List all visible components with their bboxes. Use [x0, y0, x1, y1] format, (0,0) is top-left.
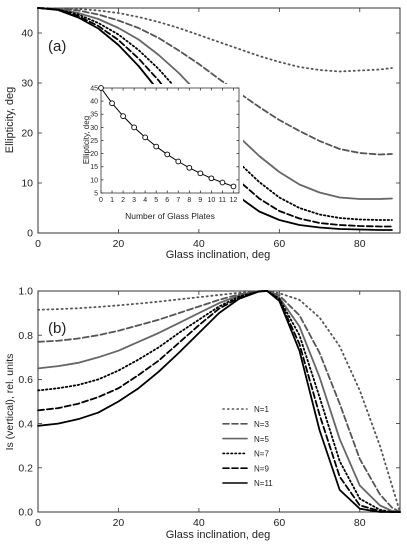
- a-series-line-1: [37, 7, 393, 73]
- b-x-tick-label: 0: [35, 517, 41, 529]
- b-x-tick-label: 40: [193, 517, 205, 529]
- a-series-line-2: [37, 7, 393, 156]
- b-legend-label-5: N=9: [254, 464, 269, 473]
- a-x-tick-label: 80: [354, 238, 366, 250]
- inset-point: [109, 100, 115, 107]
- inset-point: [197, 170, 204, 177]
- b-legend-label-6: N=11: [254, 479, 273, 488]
- inset-x-tick-label: 2: [121, 197, 125, 204]
- b-x-tick-label: 60: [273, 517, 285, 529]
- a-x-tick-label: 20: [113, 238, 125, 250]
- inset-point: [153, 143, 160, 150]
- inset-y-tick-label: 15: [90, 164, 98, 171]
- inset-point: [186, 164, 193, 171]
- inset-point: [175, 158, 182, 165]
- inset-y-tick-label: 25: [90, 138, 98, 145]
- b-series-line-6: [37, 290, 401, 513]
- inset-x-tick-label: 6: [165, 197, 169, 204]
- inset-x-tick-label: 3: [132, 197, 136, 204]
- a-y-tick-label: 40: [21, 28, 33, 40]
- b-panel-label: (b): [48, 320, 66, 337]
- inset-x-tick-label: 9: [198, 197, 202, 204]
- b-legend-label-3: N=5: [254, 435, 269, 444]
- a-y-tick-label: 30: [21, 78, 33, 90]
- b-series-line-5: [37, 290, 401, 513]
- b-series-line-1: [37, 290, 401, 513]
- inset-x-tick-label: 11: [219, 197, 226, 204]
- b-x-tick-label: 20: [113, 517, 125, 529]
- b-y-tick-label: 0.6: [18, 374, 33, 386]
- inset-x-tick-label: 1: [110, 197, 114, 204]
- b-y-axis-label: Is (vertical), rel. units: [4, 354, 16, 451]
- a-y-tick-label: 0: [27, 228, 33, 240]
- inset-x-tick-label: 4: [143, 197, 147, 204]
- inset-x-tick-label: 5: [154, 197, 158, 204]
- b-series-line-3: [37, 290, 401, 513]
- inset-point: [98, 85, 104, 91]
- b-series-line-2: [37, 290, 401, 513]
- a-x-axis-label: Glass inclination, deg: [166, 249, 271, 261]
- a-x-tick-label: 60: [273, 238, 285, 250]
- a-plot-frame: [37, 7, 401, 234]
- a-y-axis-label: Ellipticity, deg: [4, 87, 16, 153]
- a-x-tick-label: 0: [35, 238, 41, 250]
- b-legend-label-1: N=1: [254, 405, 269, 414]
- inset-point: [219, 179, 226, 186]
- inset-point: [120, 113, 126, 119]
- inset-point: [142, 134, 149, 141]
- inset-x-tick-label: 8: [187, 197, 191, 204]
- a-panel-label: (a): [48, 38, 66, 55]
- a-x-tick-label: 40: [193, 238, 205, 250]
- inset-point: [230, 183, 237, 190]
- b-series-line-4: [37, 290, 401, 513]
- inset-y-tick-label: 10: [90, 177, 98, 184]
- inset-y-tick-label: 20: [90, 151, 98, 158]
- b-plot-frame: [37, 290, 401, 513]
- inset-y-tick-label: 35: [90, 112, 98, 119]
- b-y-tick-label: 0.0: [18, 507, 33, 519]
- b-legend-label-4: N=7: [254, 450, 269, 459]
- b-legend-label-2: N=3: [254, 420, 269, 429]
- inset-point: [164, 151, 171, 158]
- inset-x-axis-label: Number of Glass Plates: [125, 211, 215, 221]
- a-y-tick-label: 20: [21, 128, 33, 140]
- inset-x-tick-label: 12: [230, 197, 238, 204]
- b-legend: N=1 N=3 N=5 N=7 N=9 N=11: [222, 405, 273, 488]
- b-y-tick-label: 0.8: [18, 330, 33, 342]
- b-x-axis-label: Glass inclination, deg: [166, 529, 271, 541]
- inset-y-tick-label: 40: [90, 99, 98, 106]
- inset-y-tick-label: 30: [90, 125, 98, 132]
- inset-chart: 0 1 2 3 4 5 6 7 8 9 10 11 1251015202530354045Number …: [82, 84, 243, 221]
- b-y-tick-label: 1.0: [18, 286, 33, 298]
- inset-x-tick-label: 10: [208, 197, 216, 204]
- b-y-tick-label: 0.4: [18, 418, 33, 430]
- inset-point: [208, 175, 215, 182]
- inset-x-tick-label: 7: [176, 197, 180, 204]
- inset-point: [131, 124, 137, 131]
- inset-x-tick-label: 0: [99, 197, 103, 204]
- b-y-tick-label: 0.2: [18, 462, 33, 474]
- a-y-tick-label: 10: [21, 178, 33, 190]
- panel-b-chart: 0 20 40 60 80 0.0 0.2 0.4 0.6 0.8 1.0 Glass inclina…: [4, 286, 401, 541]
- inset-y-tick-label: 5: [94, 190, 98, 197]
- inset-y-axis-label: Ellipticity, deg: [82, 116, 91, 164]
- b-x-tick-label: 80: [354, 517, 366, 529]
- inset-y-tick-label: 45: [90, 85, 98, 92]
- inset-background: [83, 84, 243, 209]
